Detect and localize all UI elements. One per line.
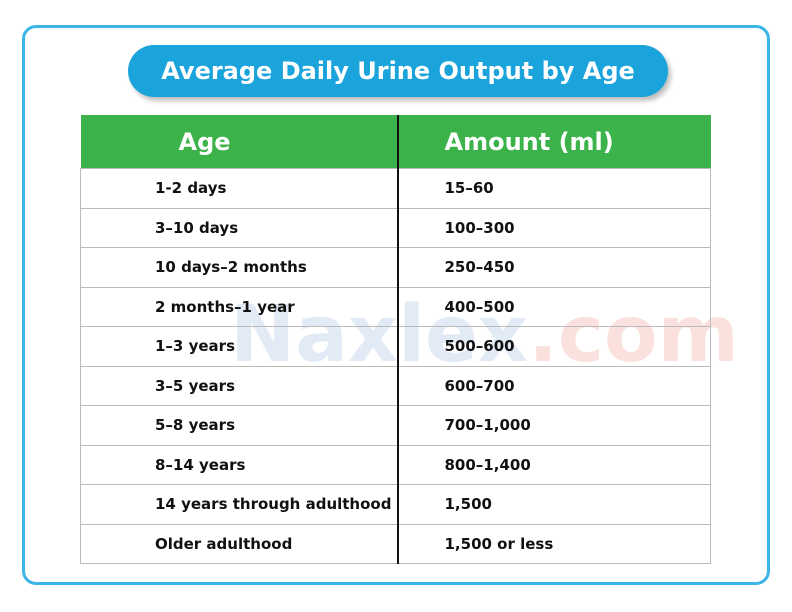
amount-cell: 1,500 [397, 484, 711, 525]
frame [22, 25, 770, 585]
row: 2 months–1 year 400–500 [80, 286, 711, 327]
age-cell: 1-2 days [80, 168, 399, 209]
age-cell: 10 days–2 months [80, 247, 399, 288]
age-cell: 1–3 years [80, 326, 399, 367]
row: 14 years through adulthood 1,500 [80, 484, 711, 525]
amount-cell: 15–60 [397, 168, 711, 209]
amount-cell: 800–1,400 [397, 444, 711, 485]
header-cell: Amount (ml) [397, 115, 711, 169]
age-cell: 8–14 years [80, 444, 399, 485]
title: Average Daily Urine Output by Age [128, 45, 668, 97]
row: 10 days–2 months 250–450 [80, 247, 711, 288]
row: 3–10 days 100–300 [80, 207, 711, 248]
age-cell: 14 years through adulthood [80, 484, 399, 525]
row: 8–14 years 800–1,400 [80, 444, 711, 485]
row: 5–8 years 700–1,000 [80, 405, 711, 446]
age-cell: 2 months–1 year [80, 286, 399, 327]
amount-cell: 1,500 or less [397, 523, 711, 564]
amount-cell: 250–450 [397, 247, 711, 288]
amount-cell: 500–600 [397, 326, 711, 367]
header-row: Age Amount (ml) [80, 115, 711, 169]
amount-cell: 700–1,000 [397, 405, 711, 446]
amount-cell: 100–300 [397, 207, 711, 248]
age-cell: 3–5 years [80, 365, 399, 406]
row: 1–3 years 500–600 [80, 326, 711, 367]
table: Age Amount (ml) 1-2 days 15–60 3–10 days 10… [80, 115, 711, 564]
row: 1-2 days 15–60 [80, 168, 711, 209]
age-cell: Older adulthood [80, 523, 399, 564]
row: Older adulthood 1,500 or less [80, 523, 711, 564]
age-cell: 5–8 years [80, 405, 399, 446]
age-cell: 3–10 days [80, 207, 399, 248]
row: 3–5 years 600–700 [80, 365, 711, 406]
amount-cell: 400–500 [397, 286, 711, 327]
header-cell: Age [80, 115, 399, 169]
amount-cell: 600–700 [397, 365, 711, 406]
